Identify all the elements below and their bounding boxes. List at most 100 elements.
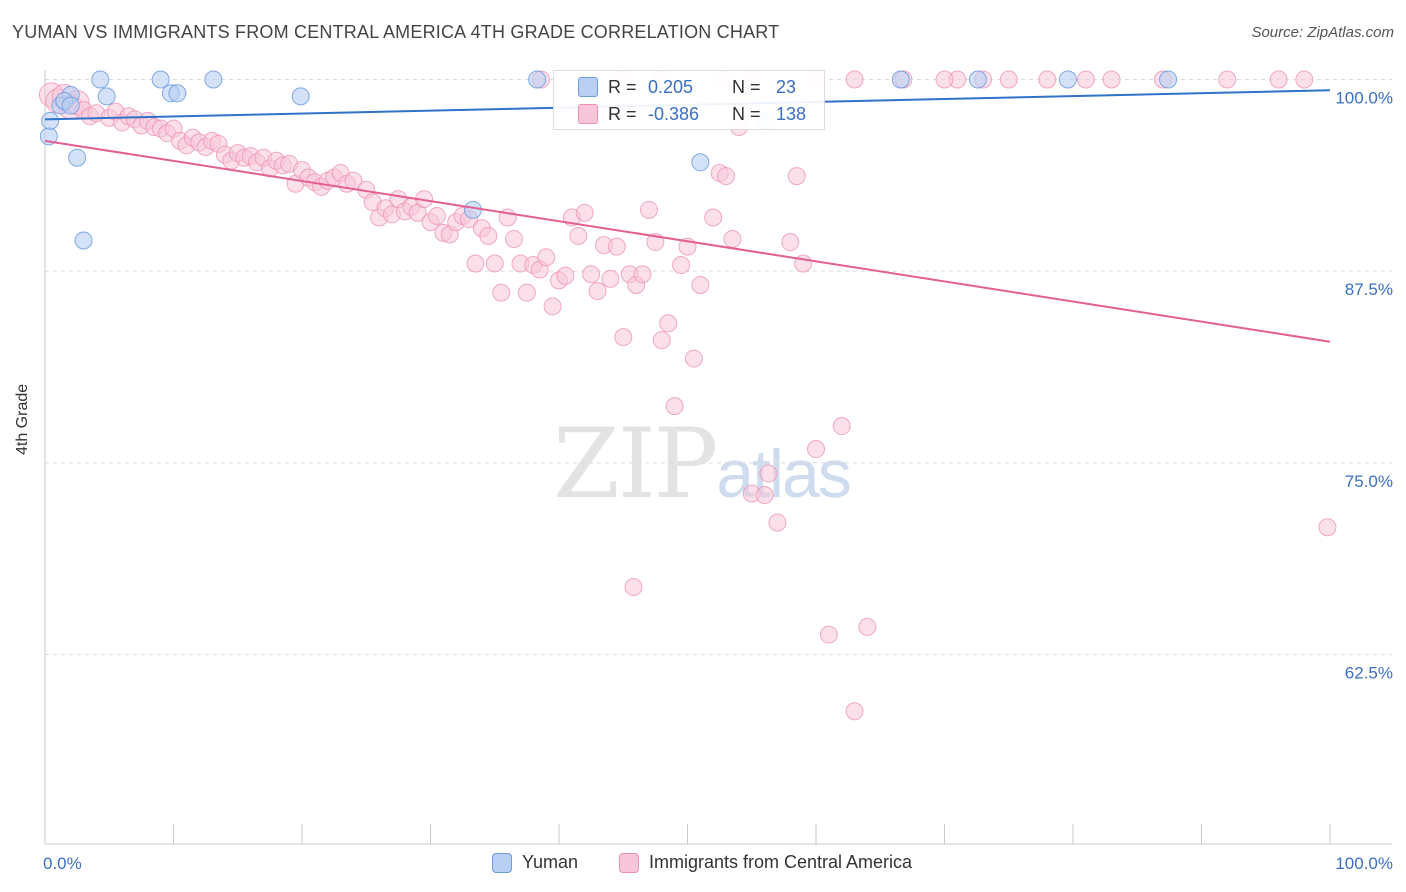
immigrants-point xyxy=(691,275,710,294)
yuman-point xyxy=(91,70,110,89)
yuman-point xyxy=(691,153,710,172)
immigrants-point xyxy=(858,617,877,636)
immigrants-point xyxy=(624,578,643,597)
yuman-point xyxy=(68,148,87,167)
immigrants-point xyxy=(845,70,864,89)
legend-item-immigrants[interactable]: Immigrants from Central America xyxy=(619,852,912,873)
stats-row-yuman: R = 0.205 N = 23 xyxy=(554,73,796,101)
n-value-yuman: 23 xyxy=(776,76,797,97)
n-value-immigrants: 138 xyxy=(776,103,807,124)
immigrants-point xyxy=(1038,70,1057,89)
watermark-zip: ZIP xyxy=(553,408,718,520)
immigrants-point xyxy=(601,269,620,288)
yuman-point xyxy=(891,70,910,89)
immigrants-point xyxy=(492,283,511,302)
immigrants-point xyxy=(659,314,678,333)
immigrants-trend-line xyxy=(44,139,1331,343)
immigrants-point xyxy=(665,397,684,416)
immigrants-point xyxy=(485,254,504,273)
immigrants-point xyxy=(556,266,575,285)
yuman-swatch xyxy=(578,77,598,97)
y-tick-label: 62.5% xyxy=(1345,664,1393,683)
legend-label-yuman: Yuman xyxy=(522,852,579,872)
immigrants-point xyxy=(569,226,588,245)
immigrants-point xyxy=(1218,70,1237,89)
immigrants-point xyxy=(614,328,633,347)
immigrants-point xyxy=(537,248,556,267)
yuman-point xyxy=(968,70,987,89)
yuman-point xyxy=(463,200,482,219)
bottom-legend: Yuman Immigrants from Central America xyxy=(0,852,1406,880)
yuman-point xyxy=(528,70,547,89)
yuman-legend-swatch xyxy=(492,852,512,873)
n-label: N = xyxy=(732,103,761,124)
immigrants-point xyxy=(1295,70,1314,89)
immigrants-legend-swatch xyxy=(619,852,639,873)
yuman-point xyxy=(1159,70,1178,89)
immigrants-point xyxy=(1102,70,1121,89)
immigrants-point xyxy=(845,702,864,721)
immigrants-point xyxy=(505,229,524,248)
yuman-point xyxy=(74,231,93,250)
immigrants-point xyxy=(633,265,652,284)
y-tick-label: 100.0% xyxy=(1335,89,1393,108)
immigrants-point xyxy=(832,417,851,436)
r-label: R = xyxy=(608,103,637,124)
yuman-point xyxy=(291,87,310,106)
immigrants-point xyxy=(652,331,671,350)
yuman-point xyxy=(41,111,60,130)
immigrants-point xyxy=(672,256,691,275)
yuman-point xyxy=(151,70,170,89)
immigrants-point xyxy=(466,254,485,273)
immigrants-point xyxy=(781,233,800,252)
stats-legend: R = 0.205 N = 23 R = -0.386 N = 138 xyxy=(553,70,825,130)
yuman-point xyxy=(168,84,187,103)
immigrants-point xyxy=(787,167,806,186)
watermark-atlas: atlas xyxy=(716,436,852,512)
legend-item-yuman[interactable]: Yuman xyxy=(492,852,578,873)
x-tick-label: 100.0% xyxy=(1335,854,1393,873)
immigrants-point xyxy=(639,200,658,219)
immigrants-point xyxy=(819,625,838,644)
immigrants-point xyxy=(717,167,736,186)
r-value-yuman: 0.205 xyxy=(648,76,694,97)
chart-title: YUMAN VS IMMIGRANTS FROM CENTRAL AMERICA… xyxy=(12,22,780,42)
immigrants-point xyxy=(768,513,787,532)
yuman-point xyxy=(204,70,223,89)
immigrants-point xyxy=(723,229,742,248)
source-credit: Source: ZipAtlas.com xyxy=(1251,24,1394,41)
immigrants-point xyxy=(999,70,1018,89)
immigrants-point xyxy=(684,349,703,368)
immigrants-point xyxy=(582,265,601,284)
immigrants-point xyxy=(588,282,607,301)
immigrants-point xyxy=(607,237,626,256)
yuman-point xyxy=(1058,70,1077,89)
immigrants-point xyxy=(1076,70,1095,89)
r-value-immigrants: -0.386 xyxy=(648,103,700,124)
y-tick-label: 75.0% xyxy=(1345,472,1393,491)
immigrants-point xyxy=(543,297,562,316)
immigrants-point xyxy=(517,283,536,302)
immigrants-point xyxy=(1269,70,1288,89)
immigrants-point xyxy=(759,464,778,483)
immigrants-point xyxy=(479,226,498,245)
immigrants-point xyxy=(935,70,954,89)
immigrants-swatch xyxy=(578,104,598,124)
immigrants-point xyxy=(807,440,825,459)
immigrants-point xyxy=(1318,518,1337,537)
series-immigrants-points xyxy=(38,70,1337,721)
immigrants-point xyxy=(427,206,446,225)
n-label: N = xyxy=(732,76,761,97)
tick-labels: 62.5% 75.0% 87.5% 100.0% 0.0% 100.0% xyxy=(43,89,1393,874)
y-axis-label: 4th Grade xyxy=(14,383,31,455)
legend-label-immigrants: Immigrants from Central America xyxy=(649,852,913,872)
yuman-point xyxy=(97,87,116,106)
r-label: R = xyxy=(608,76,637,97)
axes xyxy=(44,70,1392,845)
x-tick-label: 0.0% xyxy=(43,854,82,873)
stats-row-immigrants: R = -0.386 N = 138 xyxy=(554,100,806,128)
immigrants-point xyxy=(704,208,723,227)
zipatlas-watermark: ZIPatlas xyxy=(553,408,852,520)
y-tick-label: 87.5% xyxy=(1345,280,1393,299)
